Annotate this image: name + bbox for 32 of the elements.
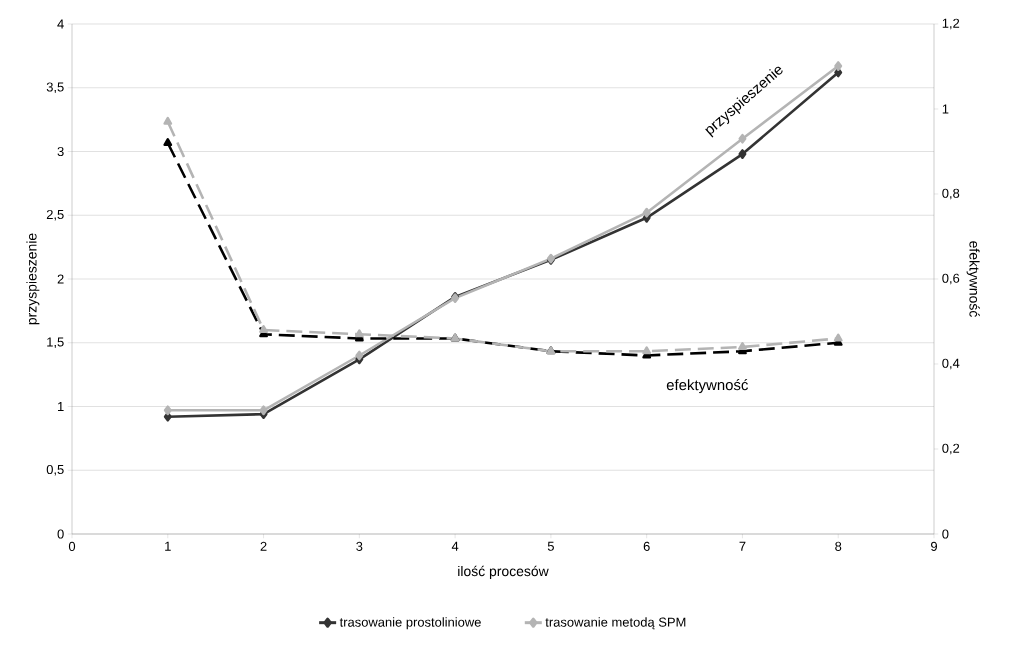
- x-tick-label: 9: [931, 541, 937, 551]
- y2-tick-label: 0: [942, 529, 949, 539]
- x-tick-label: 0: [68, 541, 76, 551]
- y-tick-label: 2,5: [46, 209, 64, 221]
- y-tick-label: 1,5: [47, 337, 64, 349]
- y2-tick-label: 0,6: [942, 273, 960, 285]
- x-tick-label: 7: [739, 541, 746, 551]
- y2-tick-label: 1,2: [942, 18, 960, 30]
- x-tick-label: 2: [260, 541, 267, 551]
- x-tick-label: 1: [165, 541, 171, 551]
- y-tick-label: 0,5: [46, 464, 64, 476]
- y-tick-label: 4: [57, 19, 64, 29]
- y-tick-label: 1: [58, 402, 64, 411]
- x-tick-label: 8: [835, 541, 842, 551]
- annotation: efektywność: [666, 379, 749, 394]
- y2-axis-title: efektywność: [966, 241, 980, 317]
- x-tick-label: 6: [643, 541, 650, 551]
- y-tick-label: 2: [57, 274, 64, 284]
- y2-tick-label: 0,4: [942, 358, 960, 370]
- legend-label: trasowanie prostoliniowe: [339, 617, 481, 630]
- legend-label: trasowanie metodą SPM: [545, 617, 686, 630]
- y2-tick-label: 0,8: [942, 188, 960, 200]
- x-tick-label: 5: [547, 541, 554, 551]
- x-tick-label: 3: [356, 541, 363, 551]
- y-tick-label: 3: [57, 146, 64, 157]
- y2-tick-label: 1: [942, 104, 949, 114]
- y-tick-label: 3,5: [46, 82, 64, 94]
- x-axis-title: ilość procesów: [458, 565, 549, 579]
- y2-tick-label: 0,2: [942, 443, 960, 455]
- y-axis-title: przyspieszenie: [26, 233, 40, 325]
- y-tick-label: 0: [57, 529, 64, 539]
- x-tick-label: 4: [451, 541, 459, 551]
